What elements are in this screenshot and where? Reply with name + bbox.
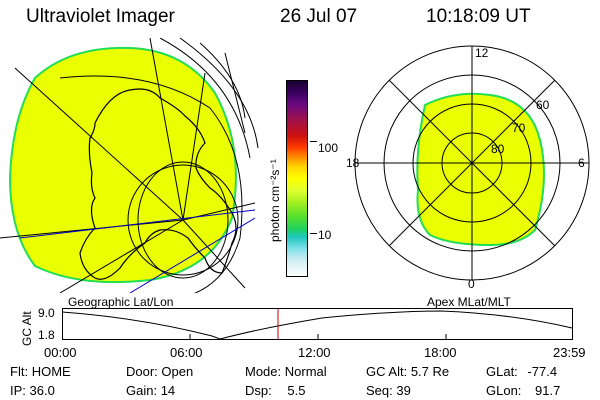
ip-value: 36.0 [29,383,55,398]
gc-alt-value: 5.7 Re [410,364,450,379]
polar-map-label: Apex MLat/MLT [427,295,511,309]
mlt-label-18: 18 [346,156,360,170]
time-tick-0000: 00:00 [44,345,77,360]
status-mode: Mode: Normal [245,364,327,379]
gain-label: Gain: [126,383,158,398]
image-time: 10:18:09 UT [426,6,531,27]
glon-label: GLon: [486,383,522,398]
status-gain: Gain: 14 [126,383,175,398]
time-tick-1800: 18:00 [424,345,457,360]
status-flt: Flt: HOME [10,364,71,379]
altitude-timeline-plot [62,308,573,340]
altitude-tick-low: 1.8 [38,328,55,342]
dsp-label: Dsp: [245,383,272,398]
time-tick-2359: 23:59 [553,345,586,360]
color-scale-bar [286,80,308,277]
geographic-map-label: Geographic Lat/Lon [68,295,174,309]
gain-value: 14 [160,383,176,398]
polar-mlt-map [354,45,590,281]
flt-value: HOME [31,364,71,379]
instrument-title: Ultraviolet Imager [26,6,175,27]
image-date: 26 Jul 07 [280,6,358,27]
continent-outline [79,88,237,280]
status-glon: GLon: 91.7 [486,383,560,398]
seq-label: Seq: [366,383,393,398]
mode-value: Normal [284,364,327,379]
altitude-curve [62,310,573,340]
flt-label: Flt: [10,364,29,379]
colorbar-unit-label: photon cm⁻²s⁻¹ [268,159,282,242]
colorbar-label-100: 100 [318,141,339,155]
mlt-label-12: 12 [475,46,489,60]
door-label: Door: [126,364,158,379]
time-tick-1200: 12:00 [298,345,331,360]
time-tick-0600: 06:00 [170,345,203,360]
mlat-label-60: 60 [536,98,550,112]
status-glat: GLat: -77.4 [486,364,557,379]
gc-alt-label: GC Alt: [366,364,408,379]
colorbar-tick-100 [310,141,317,142]
status-gc-alt: GC Alt: 5.7 Re [366,364,449,379]
dsp-value: 5.5 [287,383,306,398]
ip-label: IP: [10,383,26,398]
mlat-label-80: 80 [491,142,505,156]
glon-value: 91.7 [535,383,561,398]
seq-value: 39 [396,383,411,398]
polar-emission-region [416,92,545,247]
colorbar-tick-10 [310,233,317,234]
colorbar-label-10: 10 [318,228,332,242]
glat-value: -77.4 [527,364,558,379]
mode-label: Mode: [245,364,282,379]
altitude-tick-high: 9.0 [38,306,55,320]
glat-label: GLat: [486,364,518,379]
altitude-axis-label: GC Alt [20,311,34,346]
mlat-label-70: 70 [512,121,526,135]
status-dsp: Dsp: 5.5 [245,383,305,398]
mlt-label-6: 6 [578,156,585,170]
geographic-map [0,38,259,293]
status-door: Door: Open [126,364,193,379]
status-ip: IP: 36.0 [10,383,55,398]
emission-region [8,46,237,284]
mlt-label-0: 0 [468,277,475,291]
status-seq: Seq: 39 [366,383,411,398]
door-value: Open [161,364,194,379]
